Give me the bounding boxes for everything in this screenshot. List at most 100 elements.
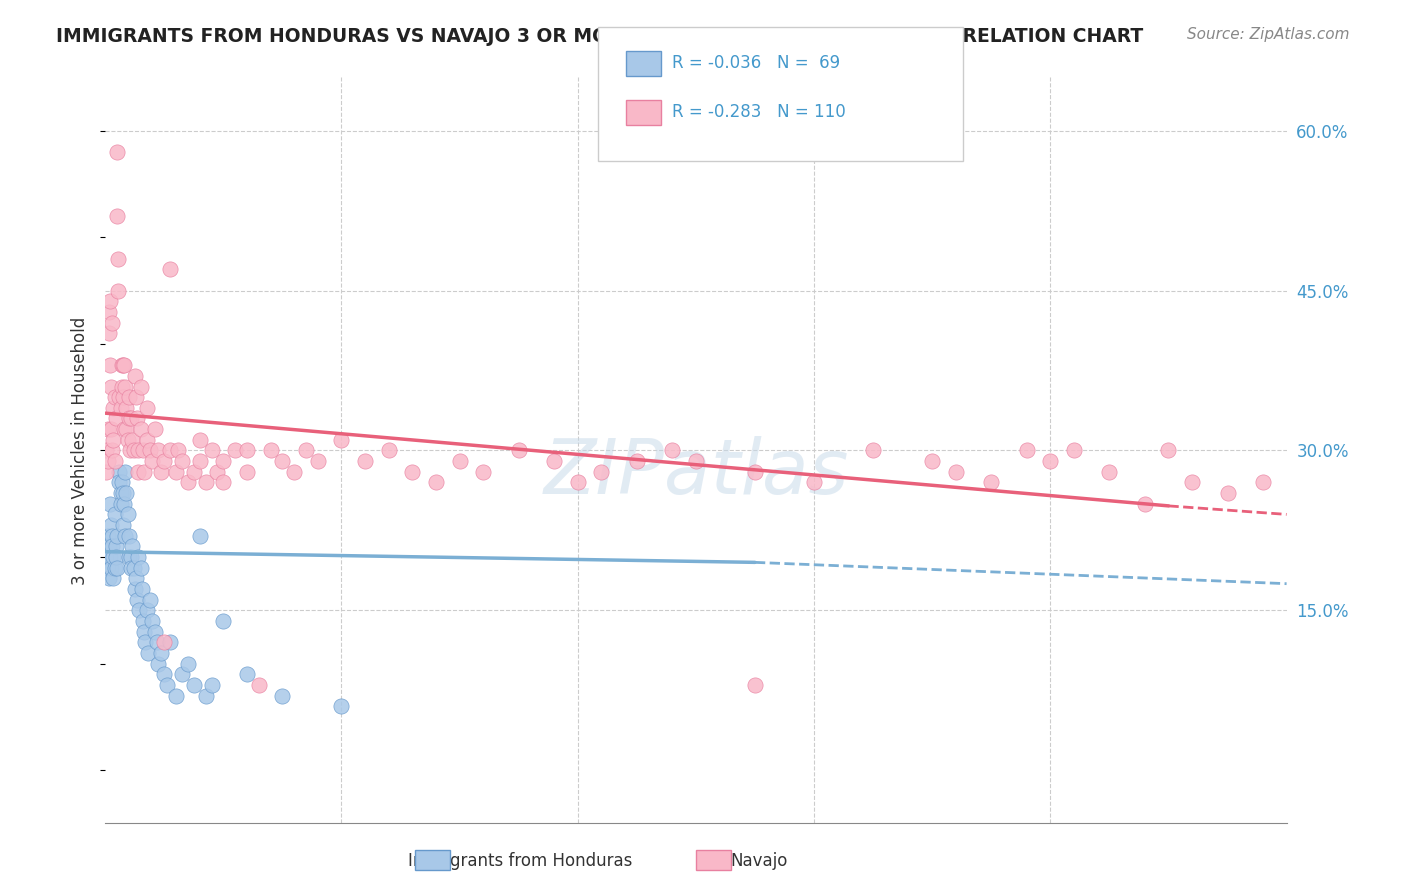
Point bbox=[129, 379, 152, 393]
Point bbox=[224, 443, 246, 458]
Point bbox=[101, 529, 124, 543]
Point bbox=[112, 497, 135, 511]
Text: IMMIGRANTS FROM HONDURAS VS NAVAJO 3 OR MORE VEHICLES IN HOUSEHOLD CORRELATION C: IMMIGRANTS FROM HONDURAS VS NAVAJO 3 OR … bbox=[56, 27, 1143, 45]
Point bbox=[98, 358, 121, 372]
Point bbox=[128, 603, 150, 617]
Point bbox=[97, 560, 120, 574]
Point bbox=[188, 433, 211, 447]
Point bbox=[132, 614, 155, 628]
Point bbox=[183, 465, 205, 479]
Point bbox=[124, 582, 146, 596]
Point bbox=[567, 475, 589, 490]
Point bbox=[139, 592, 162, 607]
Point bbox=[134, 465, 156, 479]
Point bbox=[170, 667, 193, 681]
Point bbox=[111, 486, 134, 500]
Point bbox=[330, 699, 353, 714]
Point bbox=[135, 603, 157, 617]
Point bbox=[105, 529, 128, 543]
Point bbox=[744, 465, 766, 479]
Point bbox=[661, 443, 683, 458]
Point bbox=[156, 678, 179, 692]
Point bbox=[136, 646, 159, 660]
Point bbox=[110, 401, 132, 415]
Point bbox=[112, 422, 135, 436]
Point bbox=[307, 454, 329, 468]
Point bbox=[143, 422, 166, 436]
Point bbox=[212, 454, 235, 468]
Text: R = -0.036   N =  69: R = -0.036 N = 69 bbox=[672, 54, 841, 72]
Point bbox=[107, 252, 129, 266]
Point bbox=[283, 465, 305, 479]
Point bbox=[103, 401, 125, 415]
Point bbox=[127, 592, 149, 607]
Point bbox=[131, 582, 153, 596]
Point bbox=[980, 475, 1002, 490]
Point bbox=[212, 475, 235, 490]
Point bbox=[165, 465, 187, 479]
Point bbox=[96, 549, 118, 564]
Point bbox=[1133, 497, 1156, 511]
Point bbox=[143, 624, 166, 639]
Point bbox=[97, 305, 120, 319]
Point bbox=[1015, 443, 1038, 458]
Point bbox=[236, 443, 259, 458]
Point bbox=[139, 443, 162, 458]
Point bbox=[135, 433, 157, 447]
Point bbox=[591, 465, 613, 479]
Text: Navajo: Navajo bbox=[731, 852, 787, 870]
Point bbox=[127, 411, 149, 425]
Point bbox=[115, 422, 138, 436]
Point bbox=[149, 646, 172, 660]
Point bbox=[101, 443, 124, 458]
Text: Source: ZipAtlas.com: Source: ZipAtlas.com bbox=[1187, 27, 1350, 42]
Point bbox=[135, 401, 157, 415]
Point bbox=[100, 518, 122, 533]
Point bbox=[125, 571, 148, 585]
Point bbox=[685, 454, 707, 468]
Point bbox=[104, 454, 127, 468]
Point bbox=[97, 326, 120, 341]
Point bbox=[111, 390, 134, 404]
Point bbox=[104, 549, 127, 564]
Point bbox=[472, 465, 495, 479]
Point bbox=[98, 497, 121, 511]
Point bbox=[921, 454, 943, 468]
Point bbox=[120, 411, 142, 425]
Point bbox=[127, 443, 149, 458]
Point bbox=[98, 549, 121, 564]
Point bbox=[271, 689, 294, 703]
Point bbox=[159, 443, 181, 458]
Point bbox=[124, 368, 146, 383]
Point bbox=[129, 422, 152, 436]
Point bbox=[188, 454, 211, 468]
Point bbox=[862, 443, 884, 458]
Point bbox=[97, 422, 120, 436]
Point bbox=[96, 443, 118, 458]
Point bbox=[118, 529, 141, 543]
Point bbox=[100, 422, 122, 436]
Point bbox=[111, 379, 134, 393]
Point bbox=[134, 635, 156, 649]
Point bbox=[212, 614, 235, 628]
Point bbox=[377, 443, 399, 458]
Point bbox=[97, 571, 120, 585]
Point bbox=[129, 560, 152, 574]
Point bbox=[188, 529, 211, 543]
Point bbox=[1251, 475, 1274, 490]
Point bbox=[1039, 454, 1062, 468]
Point bbox=[110, 497, 132, 511]
Point bbox=[107, 284, 129, 298]
Point bbox=[118, 549, 141, 564]
Point bbox=[100, 379, 122, 393]
Point bbox=[121, 540, 143, 554]
Point bbox=[508, 443, 530, 458]
Point bbox=[120, 549, 142, 564]
Point bbox=[148, 443, 170, 458]
Point bbox=[117, 433, 139, 447]
Point bbox=[141, 454, 163, 468]
Point bbox=[207, 465, 229, 479]
Point bbox=[108, 465, 131, 479]
Point bbox=[100, 560, 122, 574]
Point bbox=[247, 678, 270, 692]
